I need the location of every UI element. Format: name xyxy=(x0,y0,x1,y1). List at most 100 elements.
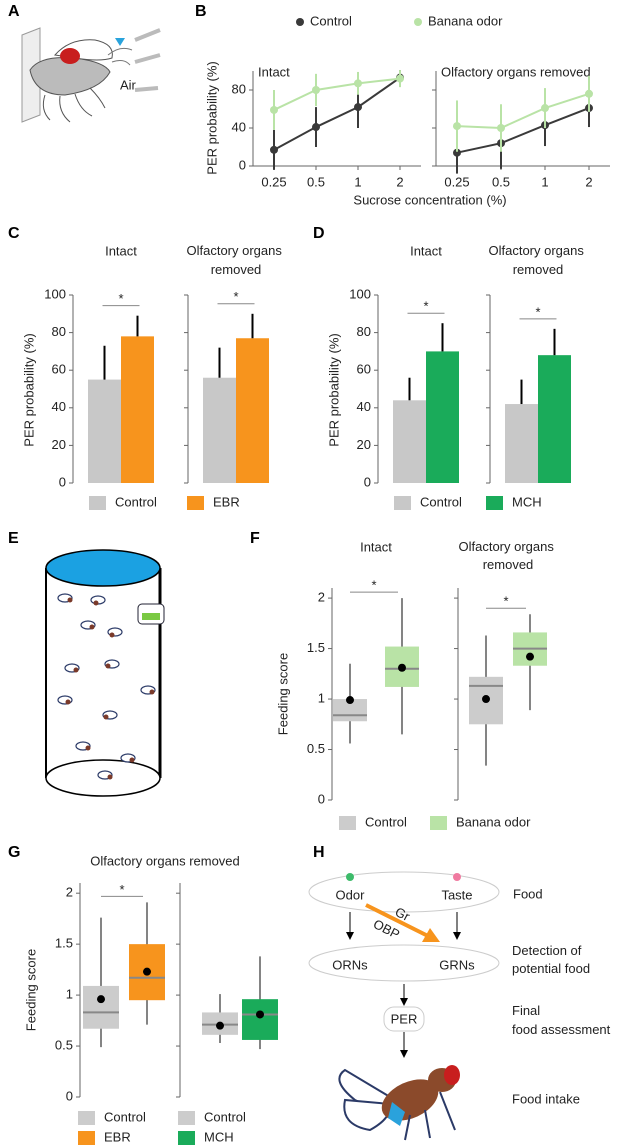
legend-swatch xyxy=(178,1111,195,1125)
x-tick-label: 0.5 xyxy=(492,174,510,189)
legend-label: MCH xyxy=(204,1129,234,1144)
food-label: Food xyxy=(513,886,543,901)
data-point xyxy=(453,122,461,131)
mean xyxy=(143,967,151,976)
fly-drawing xyxy=(338,1065,460,1141)
legend-swatch xyxy=(430,816,447,830)
panel-letter: B xyxy=(195,3,207,20)
orns-label: ORNs xyxy=(332,957,368,972)
data-point xyxy=(453,148,461,157)
legend-marker xyxy=(414,18,422,26)
x-axis-label: Sucrose concentration (%) xyxy=(353,192,506,207)
mean xyxy=(346,696,354,705)
legend-swatch xyxy=(178,1131,195,1145)
subplot-title: Olfactory organs removed xyxy=(441,64,591,79)
detection-label: Detection of potential food xyxy=(512,943,590,976)
panel-letter: E xyxy=(8,530,19,547)
odor-label: Odor xyxy=(336,887,366,902)
legend-swatch xyxy=(486,496,503,510)
panel-e-drawing: E xyxy=(8,530,165,797)
significance-star: * xyxy=(233,289,238,304)
series-line xyxy=(273,76,401,151)
y-tick-label: 20 xyxy=(52,437,66,452)
y-tick-label: 40 xyxy=(232,119,246,134)
y-tick-label: 100 xyxy=(349,286,371,301)
y-tick-label: 80 xyxy=(232,81,246,96)
mean xyxy=(256,1010,264,1019)
legend-label: EBR xyxy=(104,1129,131,1144)
bar xyxy=(505,404,538,483)
series-line xyxy=(273,77,401,111)
grns-label: GRNs xyxy=(439,957,475,972)
y-tick-label: 0 xyxy=(364,474,371,489)
subplot-title: Intact xyxy=(410,243,442,258)
y-tick-label: 2 xyxy=(66,885,73,900)
data-point xyxy=(312,86,320,94)
legend-label: Control xyxy=(365,814,407,829)
mean xyxy=(398,663,406,672)
significance-star: * xyxy=(535,304,540,319)
significance-star: * xyxy=(118,291,123,306)
bar xyxy=(236,338,269,483)
y-tick-label: 1 xyxy=(318,690,325,705)
legend-swatch xyxy=(394,496,411,510)
legend-swatch xyxy=(89,496,106,510)
gr-label: Gr xyxy=(393,904,413,924)
bar xyxy=(393,400,426,483)
y-tick-label: 20 xyxy=(357,437,371,452)
legend-swatch xyxy=(78,1131,95,1145)
subplot-title: Olfactory organs removed xyxy=(489,243,588,277)
legend-label: Control xyxy=(115,494,157,509)
significance-star: * xyxy=(503,594,508,609)
y-tick-label: 1.5 xyxy=(307,640,325,655)
legend-marker xyxy=(296,18,304,26)
y-tick-label: 0 xyxy=(59,474,66,489)
data-point xyxy=(270,145,278,154)
y-tick-label: 40 xyxy=(357,399,371,414)
data-point xyxy=(541,104,549,113)
data-point xyxy=(312,123,320,132)
per-label: PER xyxy=(391,1011,418,1026)
x-tick-label: 1 xyxy=(541,174,548,189)
data-point xyxy=(585,89,593,98)
y-axis-label: PER probability (%) xyxy=(204,61,219,174)
y-tick-label: 80 xyxy=(357,324,371,339)
bar xyxy=(88,379,121,483)
x-tick-label: 1 xyxy=(354,174,361,189)
significance-star: * xyxy=(371,578,376,593)
legend-label: EBR xyxy=(213,494,240,509)
y-axis-label: Feeding score xyxy=(23,949,38,1031)
significance-star: * xyxy=(119,882,124,897)
y-tick-label: 0.5 xyxy=(307,741,325,756)
box xyxy=(83,985,119,1029)
subplot-title: Intact xyxy=(105,243,137,258)
subplot-title: Olfactory organs removed xyxy=(187,243,286,277)
chart-title: Olfactory organs removed xyxy=(90,853,240,868)
panel-a-drawing: A Air xyxy=(8,3,161,123)
bar xyxy=(538,355,571,483)
series-line xyxy=(456,92,590,130)
y-tick-label: 0 xyxy=(66,1088,73,1103)
y-axis-label: Feeding score xyxy=(275,653,290,735)
data-point xyxy=(497,124,505,132)
significance-star: * xyxy=(423,299,428,314)
legend-label: MCH xyxy=(512,494,542,509)
data-point xyxy=(354,79,362,88)
y-tick-label: 80 xyxy=(52,324,66,339)
data-point xyxy=(396,74,404,83)
y-tick-label: 0 xyxy=(318,791,325,806)
legend-swatch xyxy=(78,1111,95,1125)
bar xyxy=(203,377,236,483)
x-tick-label: 0.5 xyxy=(307,174,325,189)
y-axis-label: PER probability (%) xyxy=(21,333,36,446)
legend-label: Control xyxy=(204,1109,246,1124)
y-tick-label: 0 xyxy=(239,157,246,172)
data-point xyxy=(354,103,362,112)
legend-label: Banana odor xyxy=(428,13,503,28)
mean xyxy=(97,995,105,1004)
legend-label: Control xyxy=(420,494,462,509)
legend-label: Banana odor xyxy=(456,814,531,829)
bar xyxy=(121,336,154,483)
y-tick-label: 0.5 xyxy=(55,1037,73,1052)
